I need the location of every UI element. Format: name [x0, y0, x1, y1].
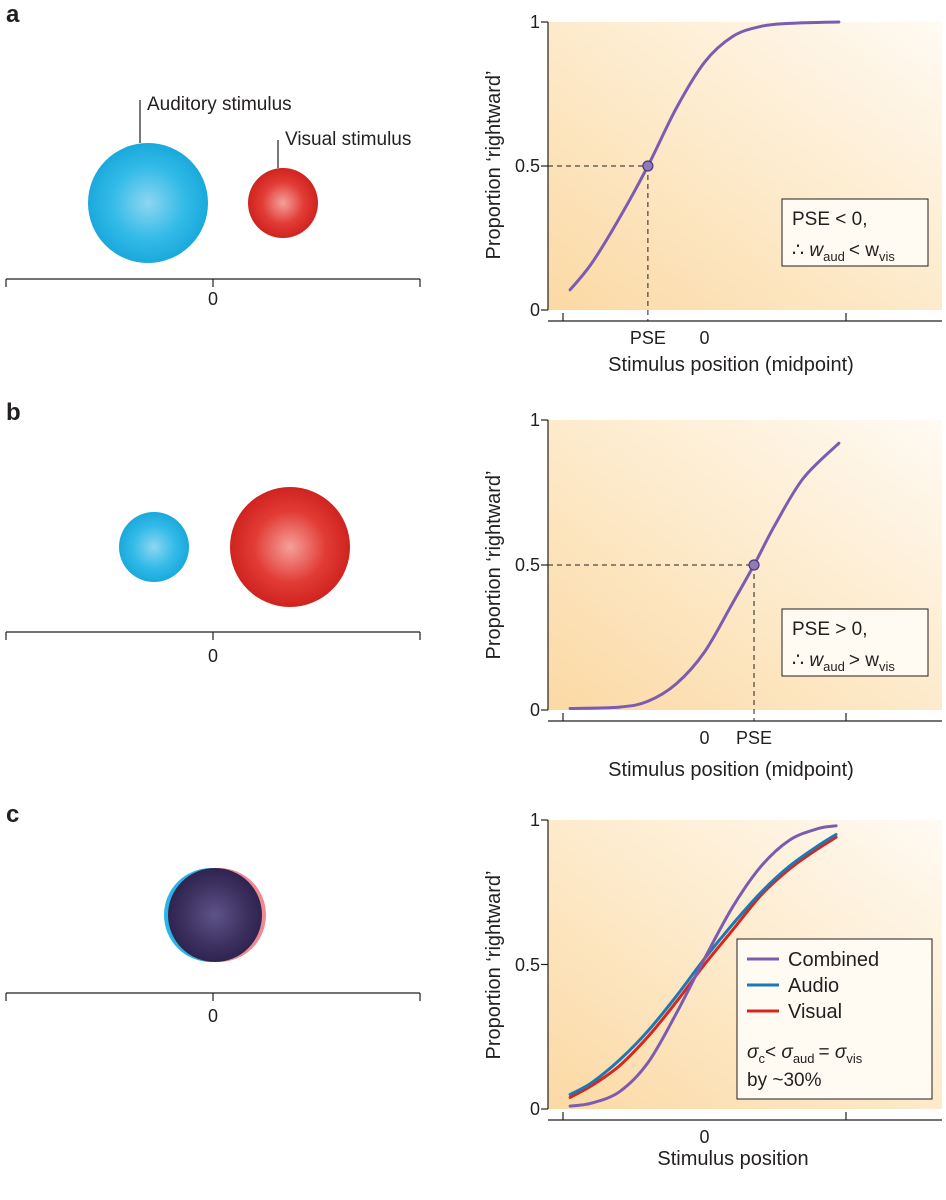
midline-zero-label-c: 0: [208, 1006, 218, 1026]
psychometric-chart-b: 0 0.5 1 0 PSE Stimulus position (midpoin…: [483, 410, 942, 781]
axis-ticks-a: [541, 21, 847, 321]
plot-background-a: [548, 22, 942, 310]
combined-curve: [568, 824, 838, 1108]
y-tick-label-c-1: 0.5: [515, 955, 540, 975]
x-axis-title-a: Stimulus position (midpoint): [608, 354, 854, 376]
stimulus-diagram-b: 0: [5, 487, 421, 666]
stimulus-diagram-a: Auditory stimulus Visual stimulus 0: [5, 94, 421, 309]
legend-label-audio: Audio: [788, 975, 839, 997]
pse-point-a: [642, 160, 654, 172]
pse-guides-a: [548, 165, 649, 321]
legend-label-combined: Combined: [788, 949, 879, 971]
y-axis-title-a: Proportion ‘rightward’: [483, 71, 505, 260]
axis-ticks-b: [541, 419, 847, 721]
y-axis-title-b: Proportion ‘rightward’: [483, 471, 505, 660]
panel-letter-c: c: [6, 801, 19, 828]
axis-ticks-c: [541, 819, 847, 1120]
annotation-line2-a: ∴ waud < wvis: [792, 240, 895, 264]
midline-zero-label-b: 0: [208, 646, 218, 666]
pse-annotation-a: PSE < 0, ∴ waud < wvis: [781, 198, 929, 267]
y-axis-title-c: Proportion ‘rightward’: [483, 871, 505, 1060]
y-tick-label-a-0: 0: [530, 300, 540, 320]
pse-annotation-b: PSE > 0, ∴ waud > wvis: [781, 608, 929, 677]
y-tick-label-c-2: 1: [530, 810, 540, 830]
y-tick-label-b-1: 0.5: [515, 555, 540, 575]
panel-b: b 0 0 0.5 1 0 PSE Stimulu: [5, 399, 942, 781]
x-tick-label-zero-b: 0: [699, 728, 709, 748]
midline-zero-label-a: 0: [208, 289, 218, 309]
legend-c: Combined Audio Visual σc< σaud = σvis by …: [736, 938, 933, 1100]
midline-axis-a: [5, 278, 421, 287]
panel-letter-a: a: [6, 1, 20, 28]
sigma-relation-text: σc< σaud = σvis: [747, 1042, 863, 1066]
panel-a: a Auditory stimulus Visual stimulus 0: [5, 1, 942, 376]
pse-point-b: [748, 559, 760, 571]
sigma-reduction-text: by ~30%: [747, 1070, 822, 1091]
midline-axis-b: [5, 631, 421, 640]
auditory-stimulus-label: Auditory stimulus: [147, 94, 292, 115]
stimulus-diagram-c: 0: [5, 868, 421, 1026]
annotation-line1-a: PSE < 0,: [792, 209, 868, 230]
visual-sphere-icon: [230, 487, 350, 607]
y-tick-label-c-0: 0: [530, 1099, 540, 1119]
annotation-line2-b: ∴ waud > wvis: [792, 650, 895, 674]
x-tick-label-pse-b: PSE: [736, 728, 772, 748]
psychometric-curve-a: [568, 20, 841, 292]
psychometric-curve-b: [568, 441, 841, 710]
y-tick-label-a-2: 1: [530, 12, 540, 32]
y-tick-label-a-1: 0.5: [515, 156, 540, 176]
annotation-line1-b: PSE > 0,: [792, 619, 868, 640]
psychometric-chart-a: 0 0.5 1 PSE 0 Stimulus position (midpoin…: [483, 12, 942, 376]
auditory-sphere-icon: [119, 512, 189, 582]
fused-sphere-icon: [168, 868, 262, 962]
midline-axis-c: [5, 992, 421, 1001]
x-tick-label-zero-a: 0: [699, 328, 709, 348]
visual-stimulus-label: Visual stimulus: [285, 129, 411, 150]
x-axis-title-b: Stimulus position (midpoint): [608, 759, 854, 781]
x-axis-title-c: Stimulus position: [657, 1148, 808, 1170]
visual-curve: [568, 835, 838, 1099]
x-tick-label-pse-a: PSE: [630, 328, 666, 348]
panel-letter-b: b: [6, 399, 21, 426]
visual-sphere-icon: [248, 168, 318, 238]
legend-label-visual: Visual: [788, 1001, 842, 1023]
pse-guides-b: [548, 564, 755, 721]
x-tick-label-zero-c: 0: [699, 1127, 709, 1147]
y-tick-label-b-2: 1: [530, 410, 540, 430]
panel-c: c 0 0 0.5 1 0 Stimulus p: [5, 801, 942, 1170]
auditory-sphere-icon: [88, 143, 208, 263]
psychometric-chart-c: 0 0.5 1 0 Stimulus position Proportion ‘…: [483, 810, 942, 1170]
y-tick-label-b-0: 0: [530, 700, 540, 720]
